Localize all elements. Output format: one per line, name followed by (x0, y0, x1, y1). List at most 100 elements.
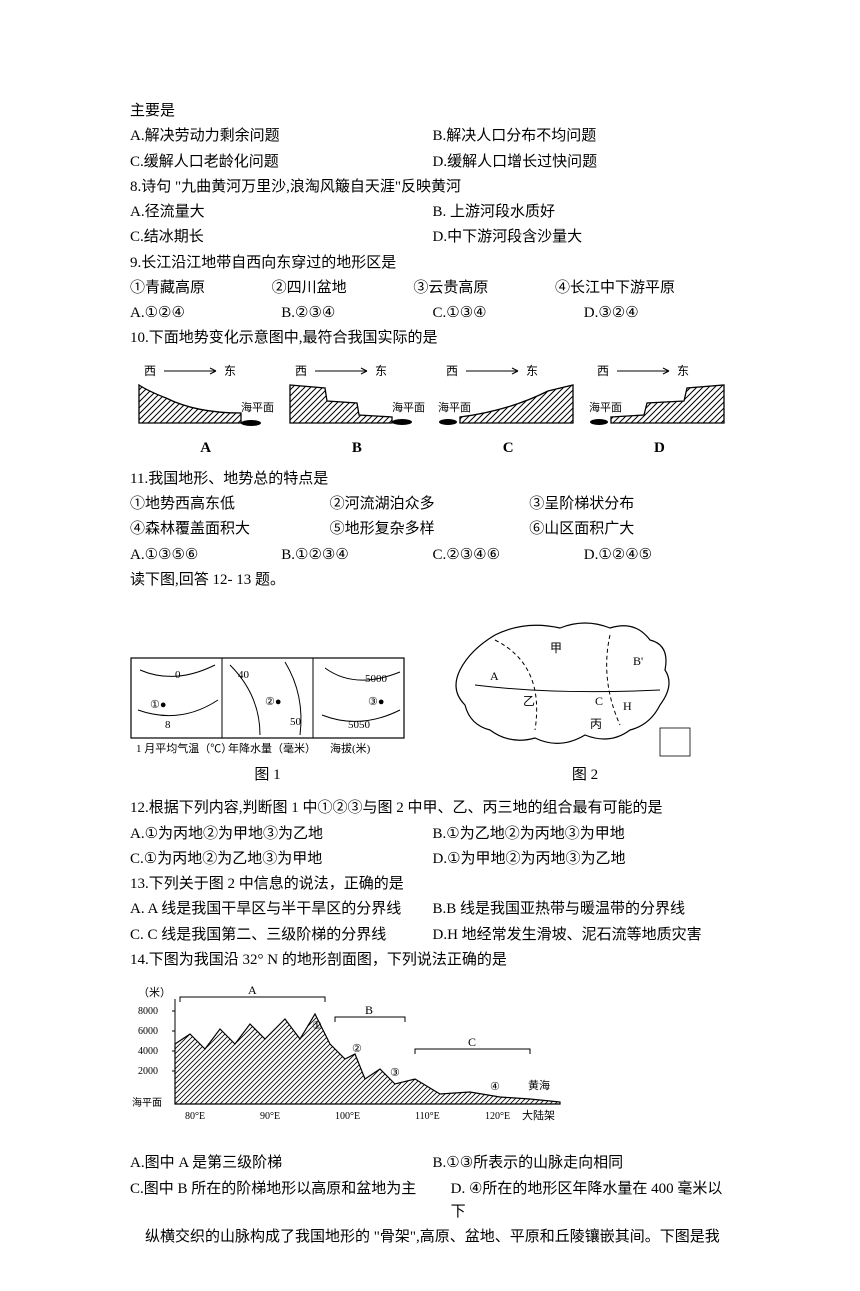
q8-opt-a: A.径流量大 (130, 201, 433, 224)
q8-opt-d: D.中下游河段含沙量大 (433, 226, 736, 249)
svg-text:B: B (365, 1003, 373, 1017)
svg-text:丙: 丙 (590, 717, 602, 731)
svg-text:4000: 4000 (138, 1046, 158, 1057)
svg-text:C: C (595, 694, 603, 708)
q10-letter-c: C (433, 437, 584, 460)
q12-opt-d: D.①为甲地②为丙地③为乙地 (433, 848, 736, 871)
q9-opt-c: C.①③④ (433, 302, 584, 325)
svg-text:A: A (490, 669, 499, 683)
q11-item-3: ③呈阶梯状分布 (529, 493, 729, 516)
svg-text:海拔(米): 海拔(米) (330, 741, 371, 755)
q10-letter-a: A (130, 437, 281, 460)
svg-text:①: ① (312, 1020, 322, 1032)
svg-text:40: 40 (238, 669, 250, 681)
q7-opt-d: D.缓解人口增长过快问题 (433, 151, 736, 174)
q9-opt-d: D.③②④ (584, 302, 735, 325)
q7-options-row2: C.缓解人口老龄化问题 D.缓解人口增长过快问题 (130, 151, 735, 174)
q13-opt-b: B.B 线是我国亚热带与暖温带的分界线 (433, 898, 736, 921)
svg-text:西: 西 (144, 364, 156, 378)
q11-options: A.①③⑤⑥ B.①②③④ C.②③④⑥ D.①②④⑤ (130, 544, 735, 567)
svg-text:④: ④ (490, 1081, 500, 1093)
q11-items-row1: ①地势西高东低 ②河流湖泊众多 ③呈阶梯状分布 (130, 493, 735, 516)
q8-opt-b: B. 上游河段水质好 (433, 201, 736, 224)
q11-opt-b: B.①②③④ (281, 544, 432, 567)
q9-opt-b: B.②③④ (281, 302, 432, 325)
svg-text:③●: ③● (368, 696, 385, 708)
q11-opt-a: A.①③⑤⑥ (130, 544, 281, 567)
q11-item-2: ②河流湖泊众多 (330, 493, 530, 516)
q13-opt-c: C. C 线是我国第二、三级阶梯的分界线 (130, 924, 433, 947)
svg-text:②: ② (352, 1043, 362, 1055)
q9-opt-a: A.①②④ (130, 302, 281, 325)
q13-opt-a: A. A 线是我国干旱区与半干旱区的分界线 (130, 898, 433, 921)
q11-item-5: ⑤地形复杂多样 (330, 518, 530, 541)
svg-text:1 月平均气温（℃）: 1 月平均气温（℃） (136, 741, 232, 755)
terrain-diagram-b: 西东 海平面 (287, 363, 427, 433)
q14-opt-b: B.①③所表示的山脉走向相同 (433, 1152, 736, 1175)
q14-opt-a: A.图中 A 是第三级阶梯 (130, 1152, 433, 1175)
q7-opt-b: B.解决人口分布不均问题 (433, 125, 736, 148)
svg-text:乙: 乙 (523, 694, 535, 708)
svg-text:H: H (623, 699, 632, 713)
svg-text:50: 50 (290, 716, 302, 728)
svg-text:②●: ②● (265, 696, 282, 708)
q14-opt-c: C.图中 B 所在的阶梯地形以高原和盆地为主 (130, 1178, 451, 1225)
q13-options-row2: C. C 线是我国第二、三级阶梯的分界线 D.H 地经常发生滑坡、泥石流等地质灾… (130, 924, 735, 947)
q8-opt-c: C.结冰期长 (130, 226, 433, 249)
svg-text:5000: 5000 (365, 673, 388, 685)
svg-text:C: C (468, 1035, 476, 1049)
trailing-text: 纵横交织的山脉构成了我国地形的 "骨架",高原、盆地、平原和丘陵镶嵌其间。下图是… (130, 1226, 735, 1249)
q14-options-row1: A.图中 A 是第三级阶梯 B.①③所表示的山脉走向相同 (130, 1152, 735, 1175)
q14-stem: 14.下图为我国沿 32° N 的地形剖面图，下列说法正确的是 (130, 949, 735, 972)
svg-text:甲: 甲 (550, 641, 562, 655)
terrain-diagram-d: 西东 海平面 (589, 363, 729, 433)
terrain-diagram-a: 西东 海平面 (136, 363, 276, 433)
q7-opt-c: C.缓解人口老龄化问题 (130, 151, 433, 174)
svg-text:A: A (248, 984, 257, 997)
q9-item-2: ②四川盆地 (272, 277, 347, 300)
q13-options-row1: A. A 线是我国干旱区与半干旱区的分界线 B.B 线是我国亚热带与暖温带的分界… (130, 898, 735, 921)
fig1-label: 图 1 (130, 764, 405, 787)
svg-text:西: 西 (446, 364, 458, 378)
svg-text:100°E: 100°E (335, 1111, 360, 1122)
svg-text:③: ③ (390, 1067, 400, 1079)
svg-text:西: 西 (597, 364, 609, 378)
svg-text:东: 东 (526, 364, 538, 378)
q12-opt-a: A.①为丙地②为甲地③为乙地 (130, 823, 433, 846)
q9-items: ①青藏高原 ②四川盆地 ③云贵高原 ④长江中下游平原 (130, 277, 735, 300)
q12-options-row2: C.①为丙地②为乙地③为甲地 D.①为甲地②为丙地③为乙地 (130, 848, 735, 871)
q11-opt-c: C.②③④⑥ (433, 544, 584, 567)
svg-text:海平面: 海平面 (589, 400, 622, 414)
q10-letter-b: B (281, 437, 432, 460)
svg-text:80°E: 80°E (185, 1111, 205, 1122)
q8-stem: 8.诗句 "九曲黄河万里沙,浪淘风簸自天涯"反映黄河 (130, 176, 735, 199)
q12-opt-c: C.①为丙地②为乙地③为甲地 (130, 848, 433, 871)
q11-items-row2: ④森林覆盖面积大 ⑤地形复杂多样 ⑥山区面积广大 (130, 518, 735, 541)
q9-item-4: ④长江中下游平原 (555, 277, 675, 300)
q9-item-1: ①青藏高原 (130, 277, 205, 300)
q12-options-row1: A.①为丙地②为甲地③为乙地 B.①为乙地②为丙地③为甲地 (130, 823, 735, 846)
svg-text:年降水量（毫米）: 年降水量（毫米） (228, 741, 316, 755)
q11-item-4: ④森林覆盖面积大 (130, 518, 330, 541)
svg-text:西: 西 (295, 364, 307, 378)
svg-text:110°E: 110°E (415, 1111, 440, 1122)
svg-text:海平面: 海平面 (132, 1096, 162, 1109)
figure-2-china-map: 甲 A 乙 B' C H 丙 (435, 610, 695, 760)
q11-item-1: ①地势西高东低 (130, 493, 330, 516)
q7-opt-a: A.解决劳动力剩余问题 (130, 125, 433, 148)
q12-opt-b: B.①为乙地②为丙地③为甲地 (433, 823, 736, 846)
svg-text:120°E: 120°E (485, 1111, 510, 1122)
svg-text:东: 东 (224, 364, 236, 378)
figures-12-13: 0 ①● 8 40 ②● 50 5000 ③● 5050 1 月平均气温（℃） … (130, 610, 735, 760)
q11-item-6: ⑥山区面积广大 (529, 518, 729, 541)
q10-letters: A B C D (130, 437, 735, 460)
q8-options-row2: C.结冰期长 D.中下游河段含沙量大 (130, 226, 735, 249)
q14-opt-d: D. ④所在的地形区年降水量在 400 毫米以下 (451, 1178, 735, 1225)
q11-opt-d: D.①②④⑤ (584, 544, 735, 567)
svg-text:黄海: 黄海 (528, 1078, 550, 1092)
q9-stem: 9.长江沿江地带自西向东穿过的地形区是 (130, 252, 735, 275)
svg-text:2000: 2000 (138, 1066, 158, 1077)
svg-text:大陆架: 大陆架 (522, 1108, 555, 1122)
q14-profile-diagram: （米） 8000 6000 4000 2000 海平面 A B C ① ② ③ … (130, 984, 735, 1142)
fig2-label: 图 2 (435, 764, 735, 787)
